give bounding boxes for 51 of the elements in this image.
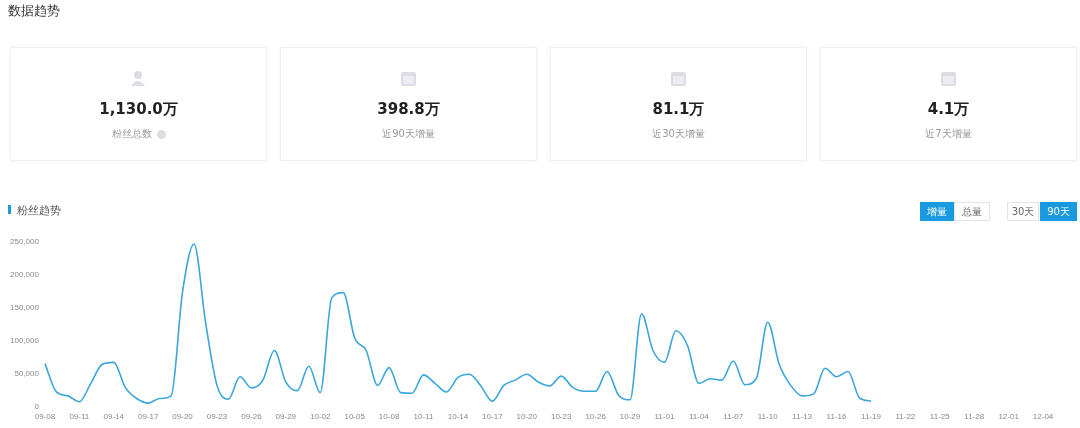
text: 398.8万	[376, 100, 441, 119]
text: 81.1万	[651, 100, 706, 119]
text: 1,130.0万	[98, 100, 179, 119]
x-tick-label: 10-11	[413, 412, 434, 422]
y-tick-label: 0	[34, 401, 40, 411]
x-tick-label: 10-17	[482, 412, 504, 422]
x-tick-label: 10-26	[585, 412, 607, 422]
x-tick-label: 11-07	[723, 412, 744, 422]
y-tick-label: 100,000	[10, 335, 40, 345]
x-tick-label: 12-04	[1032, 412, 1054, 422]
x-tick-label: 11-13	[792, 412, 813, 422]
text: 近7天增量	[925, 128, 972, 139]
text: 4.1万	[926, 100, 971, 119]
text: 数据趋势	[8, 2, 60, 20]
x-tick-label: 09-17	[137, 412, 159, 422]
text: 90天	[1040, 202, 1077, 221]
x-tick-label: 09-20	[172, 412, 194, 422]
x-tick-label: 11-25	[929, 412, 951, 422]
x-tick-label: 09-14	[103, 412, 125, 422]
x-tick-label: 11-04	[688, 412, 710, 422]
text: 近90天增量	[382, 128, 435, 139]
line-series	[44, 243, 872, 404]
x-tick-label: 10-20	[516, 412, 538, 422]
x-tick-label: 11-28	[964, 412, 985, 422]
x-tick-label: 10-05	[344, 412, 366, 422]
text: 30天	[1007, 202, 1039, 221]
x-tick-label: 10-23	[550, 412, 572, 422]
y-tick-label: 250,000	[10, 237, 40, 247]
x-tick-label: 11-22	[895, 412, 916, 422]
chart-title: 粉丝趋势	[17, 203, 61, 218]
x-tick-label: 09-26	[241, 412, 263, 422]
x-tick-label: 09-11	[69, 412, 90, 422]
x-tick-label: 10-02	[310, 412, 332, 422]
x-tick-label: 11-16	[826, 412, 848, 422]
y-tick-label: 50,000	[14, 368, 40, 378]
x-tick-label: 10-29	[619, 412, 641, 422]
text: 总量	[954, 202, 990, 221]
x-tick-label: 09-29	[275, 412, 297, 422]
x-tick-label: 11-19	[861, 412, 882, 422]
y-tick-label: 200,000	[10, 270, 40, 280]
x-tick-label: 09-23	[206, 412, 228, 422]
text: 增量	[920, 202, 954, 221]
x-tick-label: 11-10	[757, 412, 779, 422]
text: 粉丝总数	[111, 128, 152, 139]
x-tick-label: 10-14	[447, 412, 469, 422]
x-tick-label: 09-08	[34, 412, 56, 422]
x-tick-label: 10-08	[378, 412, 400, 422]
x-tick-label: 12-01	[998, 412, 1020, 422]
x-tick-label: 11-01	[654, 412, 675, 422]
y-tick-label: 150,000	[10, 302, 40, 312]
text: 近30天增量	[652, 128, 705, 139]
